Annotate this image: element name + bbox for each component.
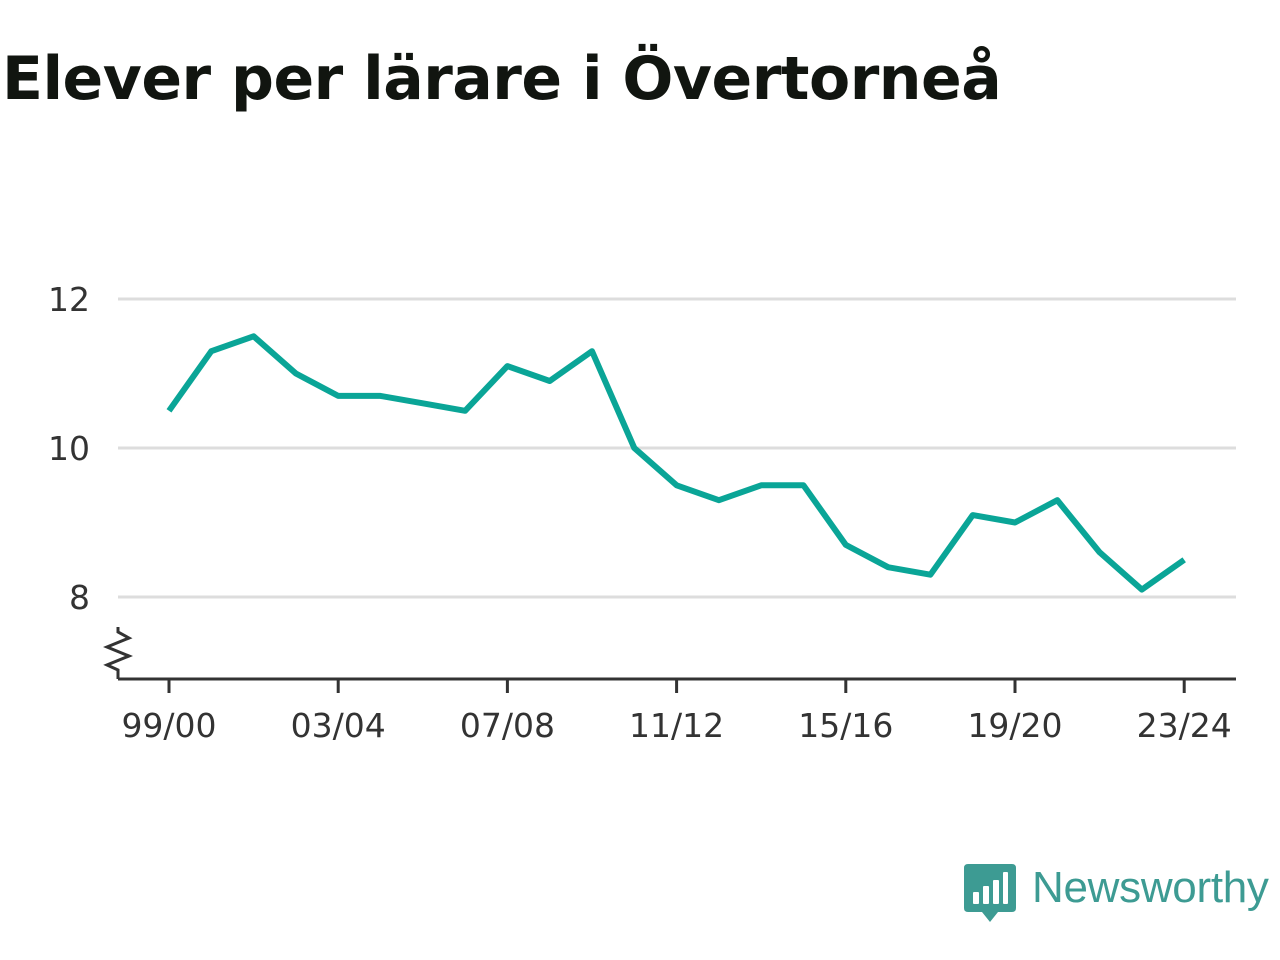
data-point: [885, 564, 891, 570]
y-axis-break-marker: [103, 627, 133, 679]
x-tick-label: 19/20: [967, 706, 1062, 745]
x-tick-label: 11/12: [629, 706, 724, 745]
data-point: [631, 445, 637, 451]
bar-chart-speech-bubble-icon: [964, 864, 1016, 922]
x-tick-labels: 99/00 03/04 07/08 11/12 15/16 19/20 23/24: [121, 679, 1232, 745]
data-point: [293, 371, 299, 377]
brand-logo-group: Newsworthy: [964, 863, 1269, 928]
x-axis: [103, 627, 1236, 681]
data-point: [674, 482, 680, 488]
data-point: [251, 333, 257, 339]
gridlines: [118, 297, 1236, 599]
brand-name: Newsworthy: [1032, 863, 1269, 912]
data-point: [378, 393, 384, 399]
data-point: [547, 378, 553, 384]
x-tick-label: 03/04: [291, 706, 386, 745]
data-point: [843, 542, 849, 548]
data-point: [716, 497, 722, 503]
x-tick-label: 23/24: [1137, 706, 1232, 745]
data-point: [1181, 557, 1187, 563]
data-point: [927, 572, 933, 578]
data-point: [1097, 549, 1103, 555]
data-point: [504, 363, 510, 369]
chart-title: Elever per lärare i Övertorneå: [2, 44, 1002, 114]
data-point: [335, 393, 341, 399]
y-tick-label: 10: [48, 429, 90, 468]
series-line: [166, 333, 1186, 593]
data-point: [420, 400, 426, 406]
data-point: [1139, 587, 1145, 593]
y-tick-labels: 12 10 8: [48, 280, 90, 617]
y-tick-label: 12: [48, 280, 90, 319]
series-layer: [166, 333, 1187, 593]
x-tick-label: 15/16: [798, 706, 893, 745]
data-point: [589, 348, 595, 354]
y-tick-label: 8: [69, 578, 90, 617]
data-point: [801, 482, 807, 488]
data-point: [166, 408, 172, 414]
data-point: [1012, 520, 1018, 526]
data-point: [970, 512, 976, 518]
data-point: [208, 348, 214, 354]
data-point: [758, 482, 764, 488]
x-tick-label: 07/08: [460, 706, 555, 745]
data-point: [1054, 497, 1060, 503]
x-tick-label: 99/00: [121, 706, 216, 745]
data-point: [462, 408, 468, 414]
